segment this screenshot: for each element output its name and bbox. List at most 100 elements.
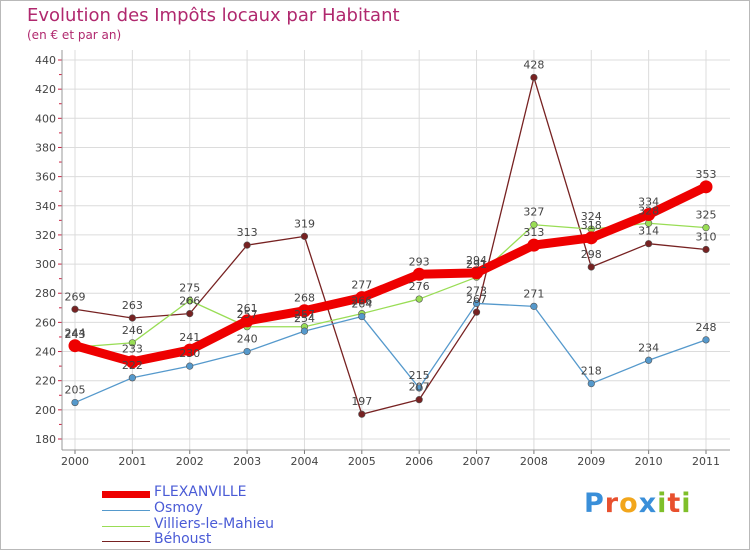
data-label-flexanville-2000: 244 <box>65 327 86 340</box>
data-point-b-houst-2005 <box>358 410 366 418</box>
data-label-flexanville-2011: 353 <box>696 168 717 181</box>
data-point-flexanville-2007 <box>470 266 484 280</box>
chart-title: Evolution des Impôts locaux par Habitant <box>27 5 400 26</box>
data-point-flexanville-2008 <box>527 238 541 252</box>
data-label-flexanville-2001: 233 <box>122 343 143 356</box>
data-point-b-houst-2004 <box>300 232 309 240</box>
data-label-flexanville-2004: 268 <box>294 292 315 305</box>
legend-label-flexanville: FLEXANVILLE <box>154 484 247 500</box>
data-label-osmoy-2003: 240 <box>237 333 258 346</box>
data-point-flexanville-2005 <box>355 291 369 305</box>
y-tick-label-400: 400 <box>35 112 56 125</box>
y-tick-label-300: 300 <box>35 258 56 271</box>
data-label-villiers-le-mahieu-2003: 257 <box>237 308 258 321</box>
axes <box>58 50 730 454</box>
data-point-osmoy-2000 <box>71 398 79 407</box>
data-point-villiers-le-mahieu-2002 <box>186 296 194 305</box>
x-tick-label-2001: 2001 <box>118 455 146 468</box>
data-label-b-houst-2006: 207 <box>409 381 430 394</box>
logo-letter: r <box>604 488 620 519</box>
data-point-b-houst-2007 <box>472 308 481 316</box>
legend-swatch-behoust <box>102 541 150 542</box>
legend-swatch-osmoy <box>102 510 150 511</box>
data-point-villiers-le-mahieu-2008 <box>530 221 538 229</box>
data-label-osmoy-2004: 254 <box>294 312 315 325</box>
data-point-villiers-le-mahieu-2001 <box>128 339 136 347</box>
data-label-villiers-le-mahieu-2004: 257 <box>294 308 315 321</box>
series-line-b-houst <box>74 76 707 415</box>
x-tick-label-2008: 2008 <box>520 455 548 468</box>
series-b-houst <box>71 73 710 418</box>
data-label-b-houst-2011: 310 <box>696 231 717 244</box>
data-label-osmoy-2001: 222 <box>122 359 143 372</box>
legend-label-villiers: Villiers-le-Mahieu <box>154 516 275 532</box>
y-tick-label-360: 360 <box>35 171 56 184</box>
data-point-villiers-le-mahieu-2011 <box>702 224 710 232</box>
x-tick-label-2007: 2007 <box>463 455 491 468</box>
data-point-osmoy-2005 <box>358 312 366 321</box>
data-point-b-houst-2010 <box>645 240 653 248</box>
logo-letter: i <box>657 488 668 519</box>
logo-letter: i <box>681 488 692 519</box>
data-label-villiers-le-mahieu-2008: 327 <box>523 206 544 219</box>
data-point-osmoy-2008 <box>530 302 538 310</box>
legend-swatch-villiers <box>102 526 150 527</box>
x-tick-label-2010: 2010 <box>635 455 663 468</box>
series-osmoy <box>71 299 710 407</box>
data-label-villiers-le-mahieu-2009: 324 <box>581 210 602 223</box>
data-label-b-houst-2007: 267 <box>466 293 487 306</box>
data-point-b-houst-2001 <box>128 314 136 322</box>
x-tick-label-2011: 2011 <box>692 455 720 468</box>
data-label-villiers-le-mahieu-2007: 291 <box>466 258 487 271</box>
x-tick-label-2009: 2009 <box>577 455 605 468</box>
data-point-b-houst-2003 <box>243 241 251 249</box>
data-point-flexanville-2001 <box>125 355 139 369</box>
x-axis-tick-labels: 2000 2001 2002 2003 2004 2005 2006 2007 2008 2009… <box>61 455 720 468</box>
y-tick-label-440: 440 <box>35 54 56 67</box>
logo-letter: x <box>638 488 658 519</box>
legend-label-behoust: Béhoust <box>154 531 212 547</box>
data-label-b-houst-2001: 263 <box>122 299 143 312</box>
data-label-flexanville-2003: 261 <box>237 302 258 315</box>
data-label-flexanville-2008: 313 <box>523 226 544 239</box>
data-point-osmoy-2004 <box>300 327 309 335</box>
data-label-osmoy-2005: 264 <box>351 298 372 311</box>
data-point-villiers-le-mahieu-2006 <box>415 295 423 303</box>
data-point-b-houst-2000 <box>71 305 79 313</box>
x-tick-label-2004: 2004 <box>290 455 318 468</box>
y-tick-label-220: 220 <box>35 375 56 388</box>
data-point-osmoy-2009 <box>587 380 595 388</box>
series-lines <box>68 73 713 418</box>
x-tick-label-2002: 2002 <box>176 455 204 468</box>
data-label-osmoy-2008: 271 <box>523 287 544 300</box>
data-label-flexanville-2002: 241 <box>179 331 200 344</box>
y-tick-label-380: 380 <box>35 141 56 154</box>
y-tick-label-200: 200 <box>35 404 56 417</box>
legend-label-osmoy: Osmoy <box>154 500 203 516</box>
data-label-flexanville-2009: 318 <box>581 219 602 232</box>
data-point-b-houst-2002 <box>186 310 194 318</box>
data-label-flexanville-2006: 293 <box>409 255 430 268</box>
data-label-villiers-le-mahieu-2001: 246 <box>122 324 143 337</box>
logo-letter: t <box>667 488 682 519</box>
y-tick-label-240: 240 <box>35 346 56 359</box>
x-tick-label-2003: 2003 <box>233 455 261 468</box>
data-point-osmoy-2003 <box>243 347 251 356</box>
data-label-villiers-le-mahieu-2005: 266 <box>351 295 372 308</box>
data-label-b-houst-2010: 314 <box>638 225 659 238</box>
y-tick-label-320: 320 <box>35 229 56 242</box>
y-tick-label-280: 280 <box>35 287 56 300</box>
data-point-flexanville-2000 <box>68 339 82 353</box>
logo-letter: P <box>584 488 605 519</box>
data-point-osmoy-2007 <box>472 299 481 308</box>
data-label-b-houst-2002: 266 <box>179 295 200 308</box>
data-label-osmoy-2009: 218 <box>581 365 602 378</box>
logo-letter: o <box>619 488 639 519</box>
data-label-flexanville-2010: 334 <box>638 196 659 209</box>
data-label-osmoy-2007: 273 <box>466 284 487 297</box>
data-label-villiers-le-mahieu-2011: 325 <box>696 209 717 222</box>
series-flexanville <box>68 180 713 369</box>
data-label-osmoy-2006: 215 <box>409 369 430 382</box>
